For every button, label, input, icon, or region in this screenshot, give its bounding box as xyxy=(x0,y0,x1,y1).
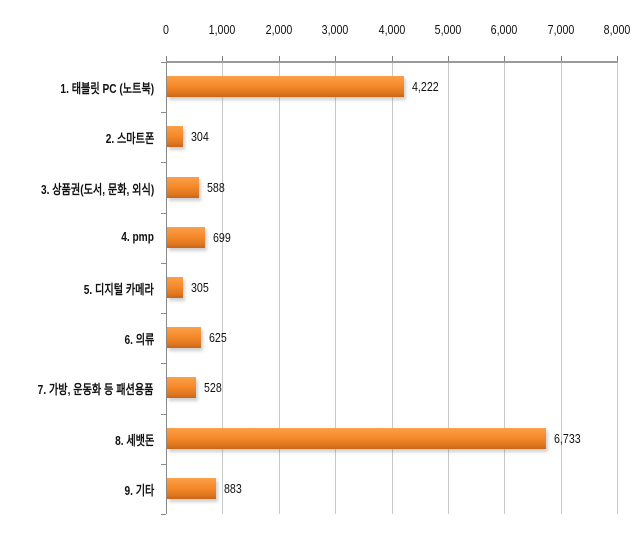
x-tick-mark xyxy=(222,56,223,62)
category-label: 4. pmp xyxy=(121,228,154,244)
y-tick-mark xyxy=(161,263,166,264)
y-tick-mark xyxy=(161,162,166,163)
value-label: 699 xyxy=(213,229,232,245)
bar xyxy=(167,126,184,148)
x-tick-label: 5,000 xyxy=(434,22,462,37)
x-tick-label: 6,000 xyxy=(490,22,518,37)
bar xyxy=(167,176,200,198)
category-label: 8. 세뱃돈 xyxy=(114,432,154,448)
bar xyxy=(167,477,216,499)
value-label: 4,222 xyxy=(412,79,439,95)
x-tick-mark xyxy=(504,56,505,62)
x-tick-label: 4,000 xyxy=(378,22,405,37)
x-tick-label: 8,000 xyxy=(603,22,631,37)
category-label: 6. 의류 xyxy=(124,332,154,348)
y-tick-mark xyxy=(161,363,166,364)
bar xyxy=(167,277,184,298)
x-tick-mark xyxy=(335,56,336,62)
vertical-gridline xyxy=(335,62,336,514)
x-tick-mark xyxy=(166,56,167,62)
vertical-gridline xyxy=(392,62,393,514)
y-tick-mark xyxy=(161,62,166,63)
x-tick-mark xyxy=(392,56,393,62)
y-tick-mark xyxy=(161,464,166,465)
x-tick-mark xyxy=(617,56,618,62)
vertical-gridline xyxy=(448,62,449,514)
value-label: 528 xyxy=(203,380,222,396)
x-tick-label: 7,000 xyxy=(547,22,574,37)
category-label: 1. 태블릿 PC (노트북) xyxy=(60,81,154,97)
bar xyxy=(167,327,202,349)
y-tick-mark xyxy=(161,213,166,214)
x-axis-line xyxy=(166,61,618,63)
value-label: 6,733 xyxy=(553,430,581,446)
value-label: 883 xyxy=(223,480,242,496)
vertical-gridline xyxy=(504,62,505,514)
category-label: 5. 디지털 카메라 xyxy=(83,282,154,297)
category-label: 3. 상품권(도서, 문화, 외식) xyxy=(40,181,154,197)
value-label: 625 xyxy=(209,330,228,346)
vertical-gridline xyxy=(617,62,618,514)
vertical-gridline xyxy=(222,62,223,514)
value-label: 304 xyxy=(191,129,209,145)
x-tick-label: 2,000 xyxy=(265,22,293,37)
vertical-gridline xyxy=(279,62,280,514)
category-label: 7. 가방, 운동화 등 패션용품 xyxy=(38,382,154,398)
category-label: 2. 스마트폰 xyxy=(105,131,154,147)
y-axis-line xyxy=(166,62,167,514)
y-tick-mark xyxy=(161,112,166,113)
value-label: 305 xyxy=(191,280,209,295)
x-tick-label: 0 xyxy=(163,22,169,37)
x-tick-label: 1,000 xyxy=(209,22,236,37)
y-tick-mark xyxy=(161,514,166,515)
category-label: 9. 기타 xyxy=(124,482,154,498)
y-tick-mark xyxy=(161,313,166,314)
bar xyxy=(167,377,196,399)
x-tick-mark xyxy=(448,56,449,62)
bar xyxy=(167,226,206,248)
bar xyxy=(167,427,546,449)
bar xyxy=(167,76,404,98)
x-tick-mark xyxy=(279,56,280,62)
vertical-gridline xyxy=(561,62,562,514)
value-label: 588 xyxy=(207,179,225,195)
x-tick-label: 3,000 xyxy=(321,22,349,37)
x-tick-mark xyxy=(561,56,562,62)
y-tick-mark xyxy=(161,414,166,415)
